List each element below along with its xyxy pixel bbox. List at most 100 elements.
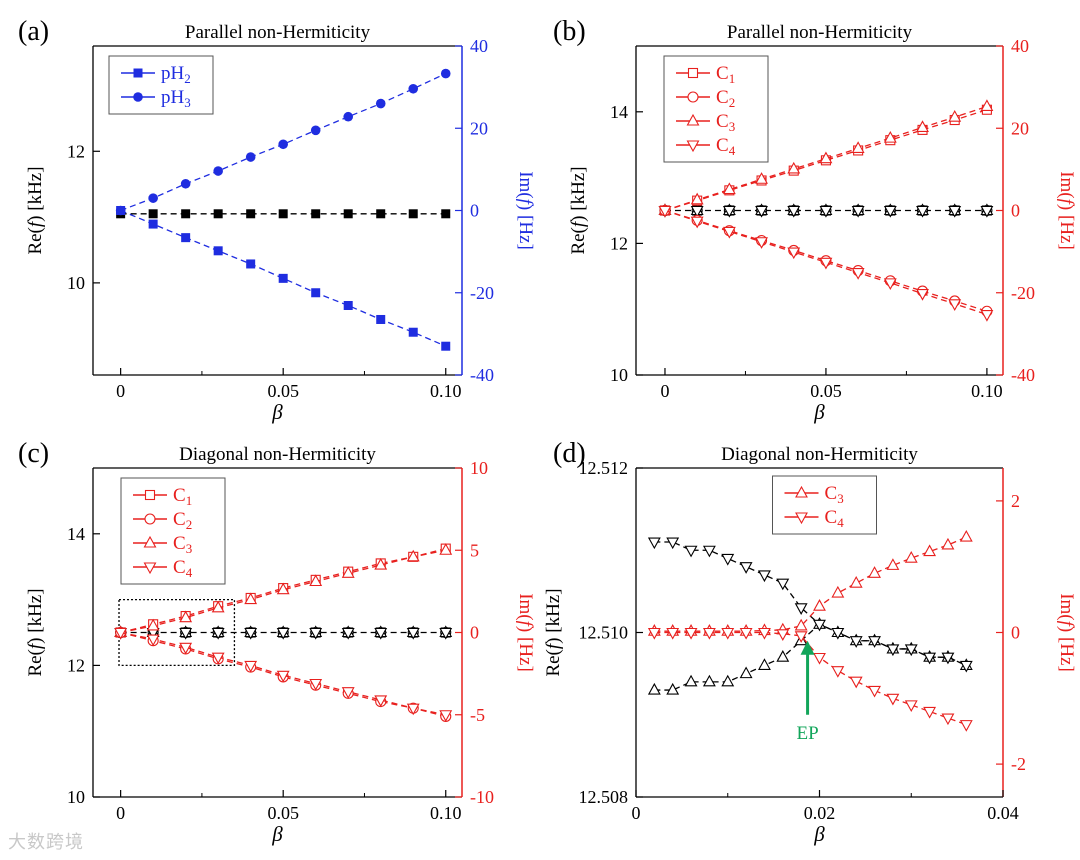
data-point [702, 674, 716, 687]
y-right-label-part: ) [Hz] [1056, 626, 1077, 672]
legend-marker [686, 113, 700, 126]
y-left-label: Re(f) [kHz] [543, 588, 564, 676]
data-point [819, 151, 833, 164]
data-point [375, 98, 386, 109]
data-point [311, 209, 321, 219]
data-point-triangle-down-open [690, 205, 704, 218]
data-point [343, 209, 353, 219]
data-point [647, 682, 661, 695]
data-point [690, 216, 704, 229]
data-point [813, 599, 826, 611]
data-point [849, 676, 863, 689]
y-left-label-part: ) [kHz] [543, 588, 564, 643]
data-point [849, 576, 863, 588]
data-point [647, 537, 661, 550]
legend-marker [795, 485, 808, 498]
series-c3-real [647, 617, 973, 695]
data-point [114, 627, 128, 640]
data-point [904, 551, 918, 563]
data-point [343, 300, 353, 310]
data-point [439, 625, 453, 640]
panel-d: (d) Diagonal non-Hermiticity 0 0.02 0.04 β 12.… [543, 438, 1077, 846]
data-point [941, 713, 955, 726]
data-point-triangle-down-open [439, 627, 453, 640]
y-left-label: Re(f) [kHz] [25, 166, 46, 254]
data-point [311, 288, 321, 298]
data-point [886, 558, 900, 570]
y-right-tick-label: 40 [1011, 36, 1029, 56]
data-point [868, 566, 881, 578]
data-point [244, 660, 258, 673]
data-point [851, 203, 865, 218]
data-point [666, 627, 680, 640]
y-right-label-part: f [515, 621, 536, 629]
data-point [406, 703, 420, 716]
data-point-triangle-down-open [244, 627, 258, 640]
data-point [148, 209, 158, 219]
data-point [755, 237, 768, 249]
data-point [341, 687, 355, 699]
series-c4-imag [114, 627, 453, 722]
x-axis-label: β [813, 400, 825, 424]
y-right-label-part: Im( [515, 593, 536, 620]
data-point [406, 625, 420, 640]
data-point [408, 209, 418, 219]
data-point [794, 618, 808, 631]
x-tick-label: 0 [632, 803, 641, 823]
series-line [120, 549, 446, 634]
y-right-tick-label: 2 [1011, 491, 1020, 511]
y-left-label-part: f [543, 641, 564, 649]
legend-label: C4 [173, 557, 193, 580]
series-line [120, 547, 446, 634]
x-tick-label: 0.02 [804, 803, 836, 823]
data-point [439, 543, 453, 555]
legend-label: C4 [716, 135, 736, 158]
data-point [148, 193, 158, 203]
data-point [959, 529, 973, 542]
data-point-triangle-down-open [755, 205, 768, 218]
data-point [831, 666, 845, 678]
data-point [179, 625, 193, 640]
series-line [120, 209, 447, 347]
series-ph2-real [116, 209, 451, 219]
data-point-triangle-down-open [406, 627, 420, 640]
data-point-triangle-down-open [179, 627, 193, 640]
data-point [146, 634, 160, 647]
data-point [819, 257, 833, 270]
legend-label-base: C [173, 485, 186, 506]
data-point [948, 110, 962, 122]
data-point [851, 268, 865, 280]
data-point [813, 619, 826, 632]
data-point [406, 549, 420, 562]
y-right-label-part: ) [Hz] [1056, 204, 1077, 250]
data-point [309, 678, 323, 691]
data-point [776, 650, 790, 662]
data-point [246, 259, 256, 269]
y-left-label-part: ) [kHz] [568, 166, 589, 221]
series-line [654, 623, 967, 691]
x-tick-label: 0.04 [987, 803, 1019, 823]
x-axis-label: β [271, 822, 283, 846]
data-point [819, 203, 833, 218]
data-point [722, 226, 736, 239]
y-right-label-part: Im( [1056, 171, 1077, 198]
x-tick-label: 0 [660, 381, 669, 401]
panel-title: Parallel non-Hermiticity [185, 22, 371, 43]
x-axis-label: β [271, 400, 283, 424]
series-line [654, 536, 967, 632]
data-point-triangle-down-open [980, 205, 994, 218]
series-c4-imag [658, 205, 994, 322]
legend-marker [143, 535, 157, 548]
y-left-tick-label: 14 [610, 102, 628, 122]
data-point [684, 545, 698, 558]
data-point-triangle-down-open [341, 627, 355, 640]
data-point [244, 592, 258, 605]
y-left-label-part: f [25, 219, 46, 227]
data-point [776, 578, 790, 591]
data-point [739, 627, 753, 640]
series-ph2-imag [116, 206, 451, 351]
